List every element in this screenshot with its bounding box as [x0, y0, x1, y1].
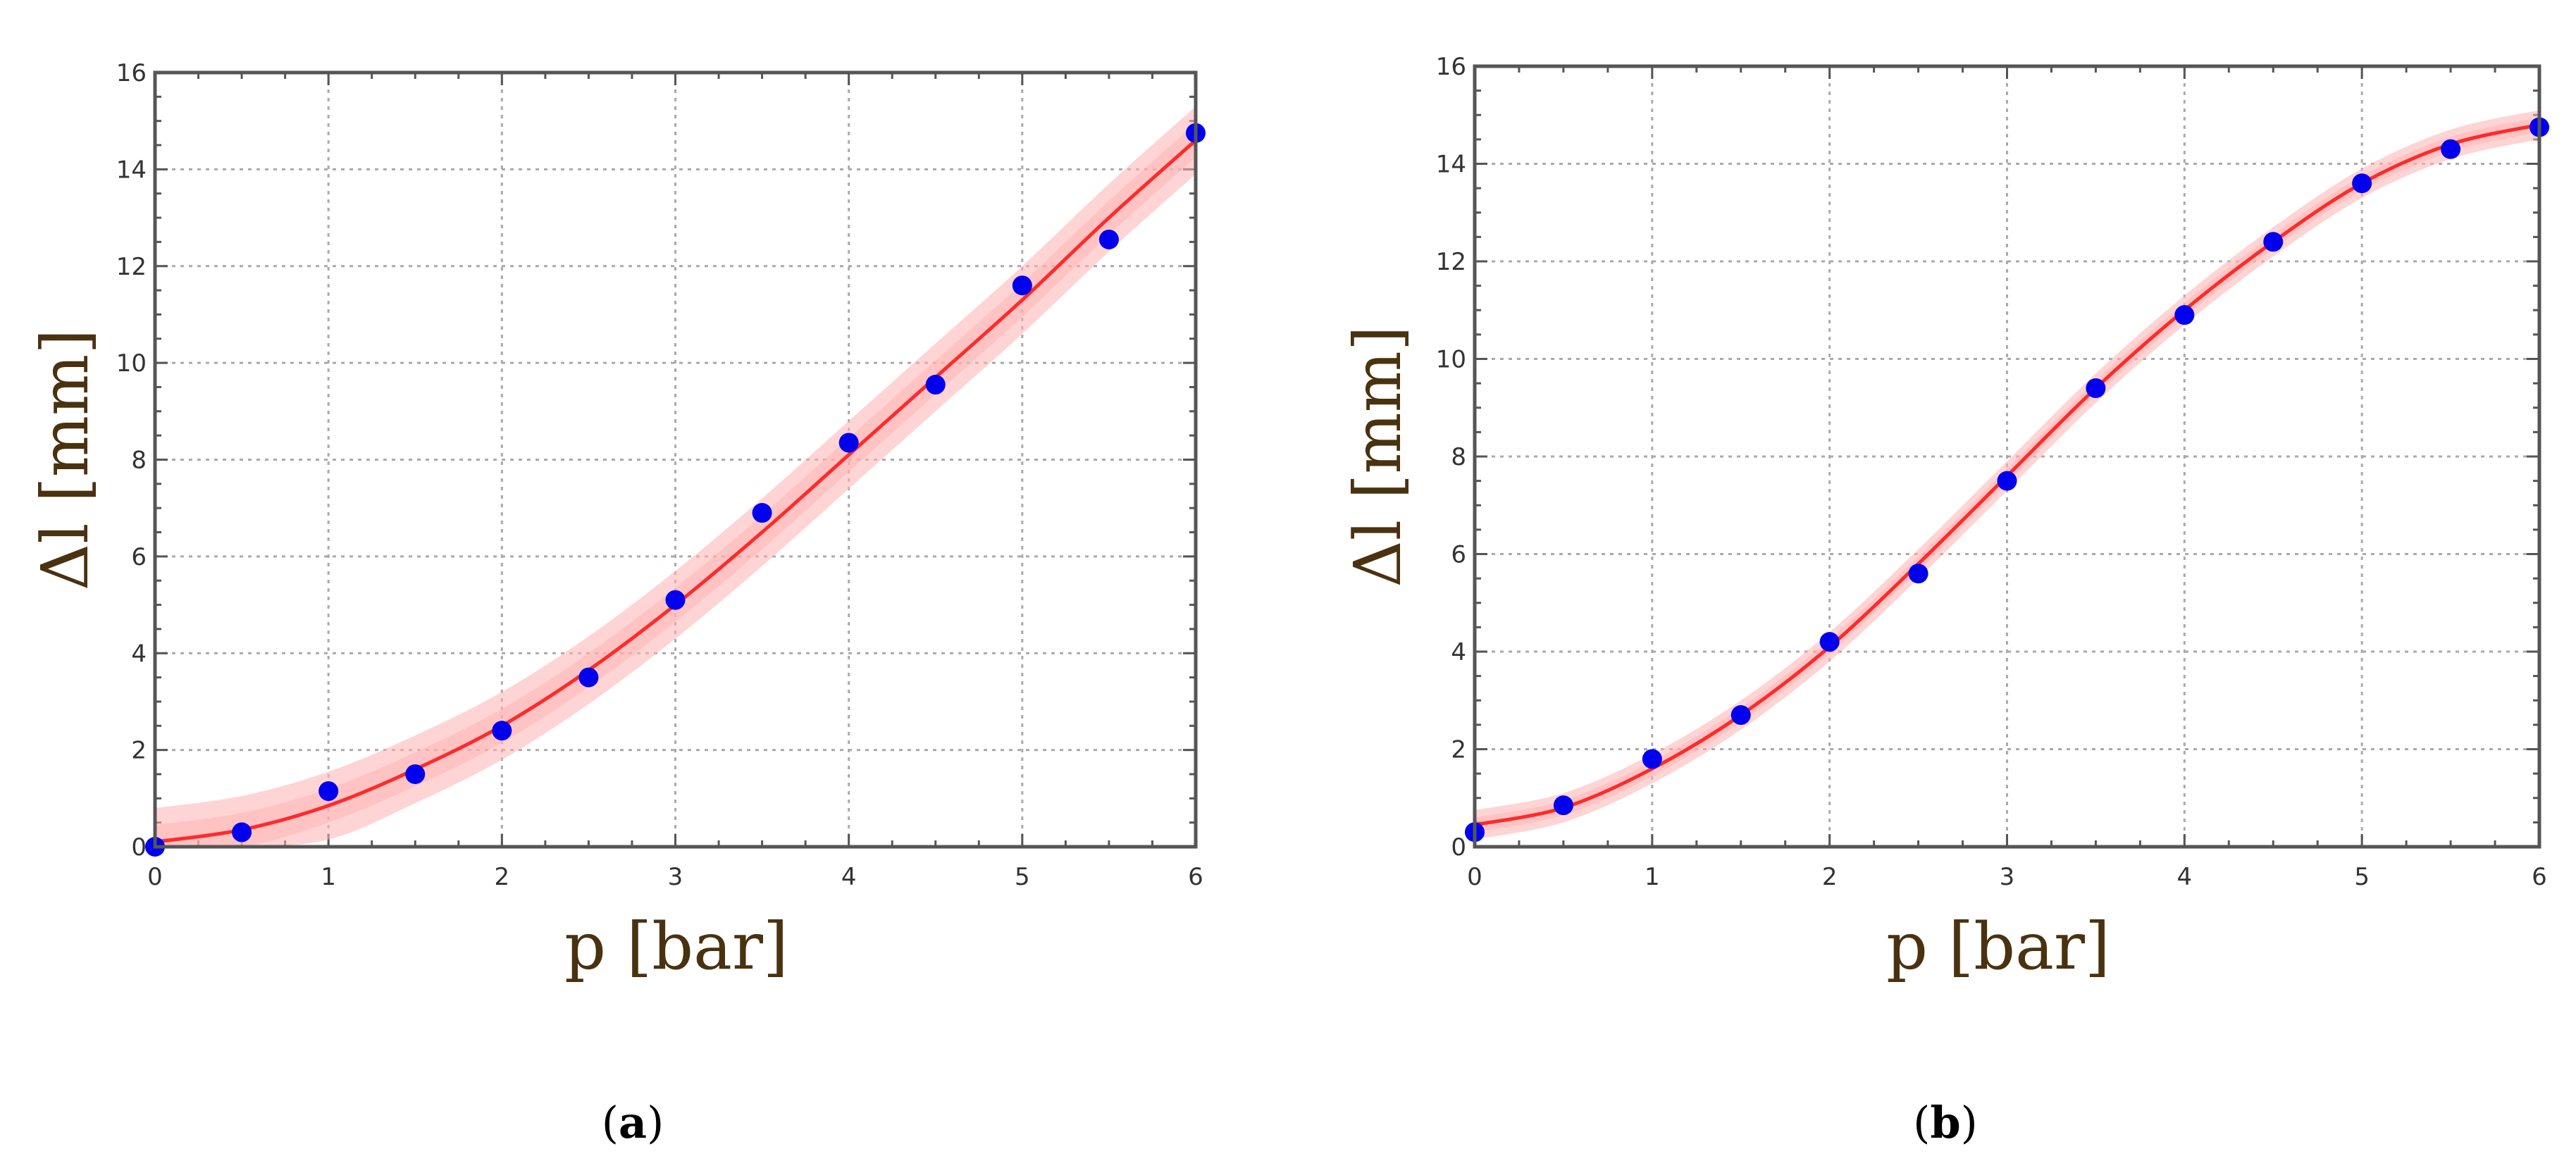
data-point [1553, 795, 1573, 816]
x-tick-label: 4 [841, 863, 857, 891]
data-point [405, 764, 426, 784]
x-tick-label: 1 [1645, 863, 1660, 891]
caption-paren: ) [1961, 1097, 1978, 1148]
y-tick-label: 8 [131, 447, 147, 475]
y-tick-label: 4 [131, 640, 147, 668]
y-tick-label: 14 [1436, 151, 1466, 179]
data-point [318, 781, 339, 802]
caption-paren: ( [1913, 1097, 1930, 1148]
y-tick-label: 6 [131, 543, 147, 571]
y-tick-label: 2 [131, 737, 147, 765]
data-point [838, 433, 859, 453]
data-point [2086, 378, 2106, 399]
y-tick-label: 10 [1436, 346, 1466, 374]
y-tick-label: 0 [131, 833, 147, 862]
x-tick-label: 5 [2354, 863, 2370, 891]
caption-paren: ) [647, 1097, 664, 1148]
y-tick-label: 16 [116, 59, 147, 87]
x-tick-label: 0 [147, 863, 163, 891]
data-point [1642, 749, 1662, 769]
data-point [2352, 173, 2372, 194]
y-tick-label: 14 [116, 156, 147, 184]
data-point [925, 375, 946, 395]
x-axis-label: p [bar] [1886, 909, 2110, 984]
y-tick-label: 2 [1451, 736, 1466, 764]
data-point [665, 590, 686, 610]
x-tick-label: 2 [495, 863, 510, 891]
y-axis-label: Δl [mm] [27, 329, 103, 590]
y-tick-label: 6 [1451, 541, 1466, 569]
x-tick-label: 1 [321, 863, 336, 891]
x-tick-label: 4 [2177, 863, 2193, 891]
data-point [2263, 232, 2284, 252]
x-tick-label: 0 [1467, 863, 1482, 891]
y-tick-label: 16 [1436, 53, 1466, 81]
data-point [2441, 139, 2461, 159]
panel-caption: (a) [602, 1097, 664, 1148]
y-tick-label: 4 [1451, 638, 1466, 666]
fit-curve [154, 139, 1197, 844]
data-point [1997, 471, 2017, 491]
y-tick-label: 8 [1451, 443, 1466, 471]
x-tick-label: 6 [1188, 863, 1203, 891]
x-tick-label: 5 [1015, 863, 1030, 891]
y-tick-label: 12 [1436, 248, 1466, 276]
data-point [2174, 305, 2195, 325]
caption-paren: ( [602, 1097, 619, 1148]
data-point [232, 822, 252, 843]
data-point [1012, 275, 1032, 296]
plot-frame [153, 70, 1198, 849]
plot-area [155, 73, 1196, 847]
data-point [752, 503, 772, 523]
y-tick-label: 10 [116, 349, 147, 378]
data-point [1908, 564, 1928, 584]
y-tick-label: 0 [1451, 833, 1466, 862]
data-point [1819, 632, 1840, 652]
x-tick-label: 2 [1822, 863, 1838, 891]
x-axis-label: p [bar] [564, 909, 788, 984]
x-tick-label: 6 [2532, 863, 2547, 891]
caption-letter: b [1930, 1097, 1960, 1148]
x-tick-label: 3 [2000, 863, 2015, 891]
y-axis-label: Δl [mm] [1340, 325, 1416, 587]
data-point [492, 721, 512, 741]
plot-frame [1473, 64, 2541, 849]
data-point [578, 667, 599, 688]
x-tick-label: 3 [668, 863, 683, 891]
y-tick-label: 12 [116, 253, 147, 281]
data-point [1730, 705, 1751, 726]
data-point [1098, 229, 1119, 249]
caption-letter: a [619, 1097, 647, 1148]
panel-caption: (b) [1913, 1097, 1978, 1148]
